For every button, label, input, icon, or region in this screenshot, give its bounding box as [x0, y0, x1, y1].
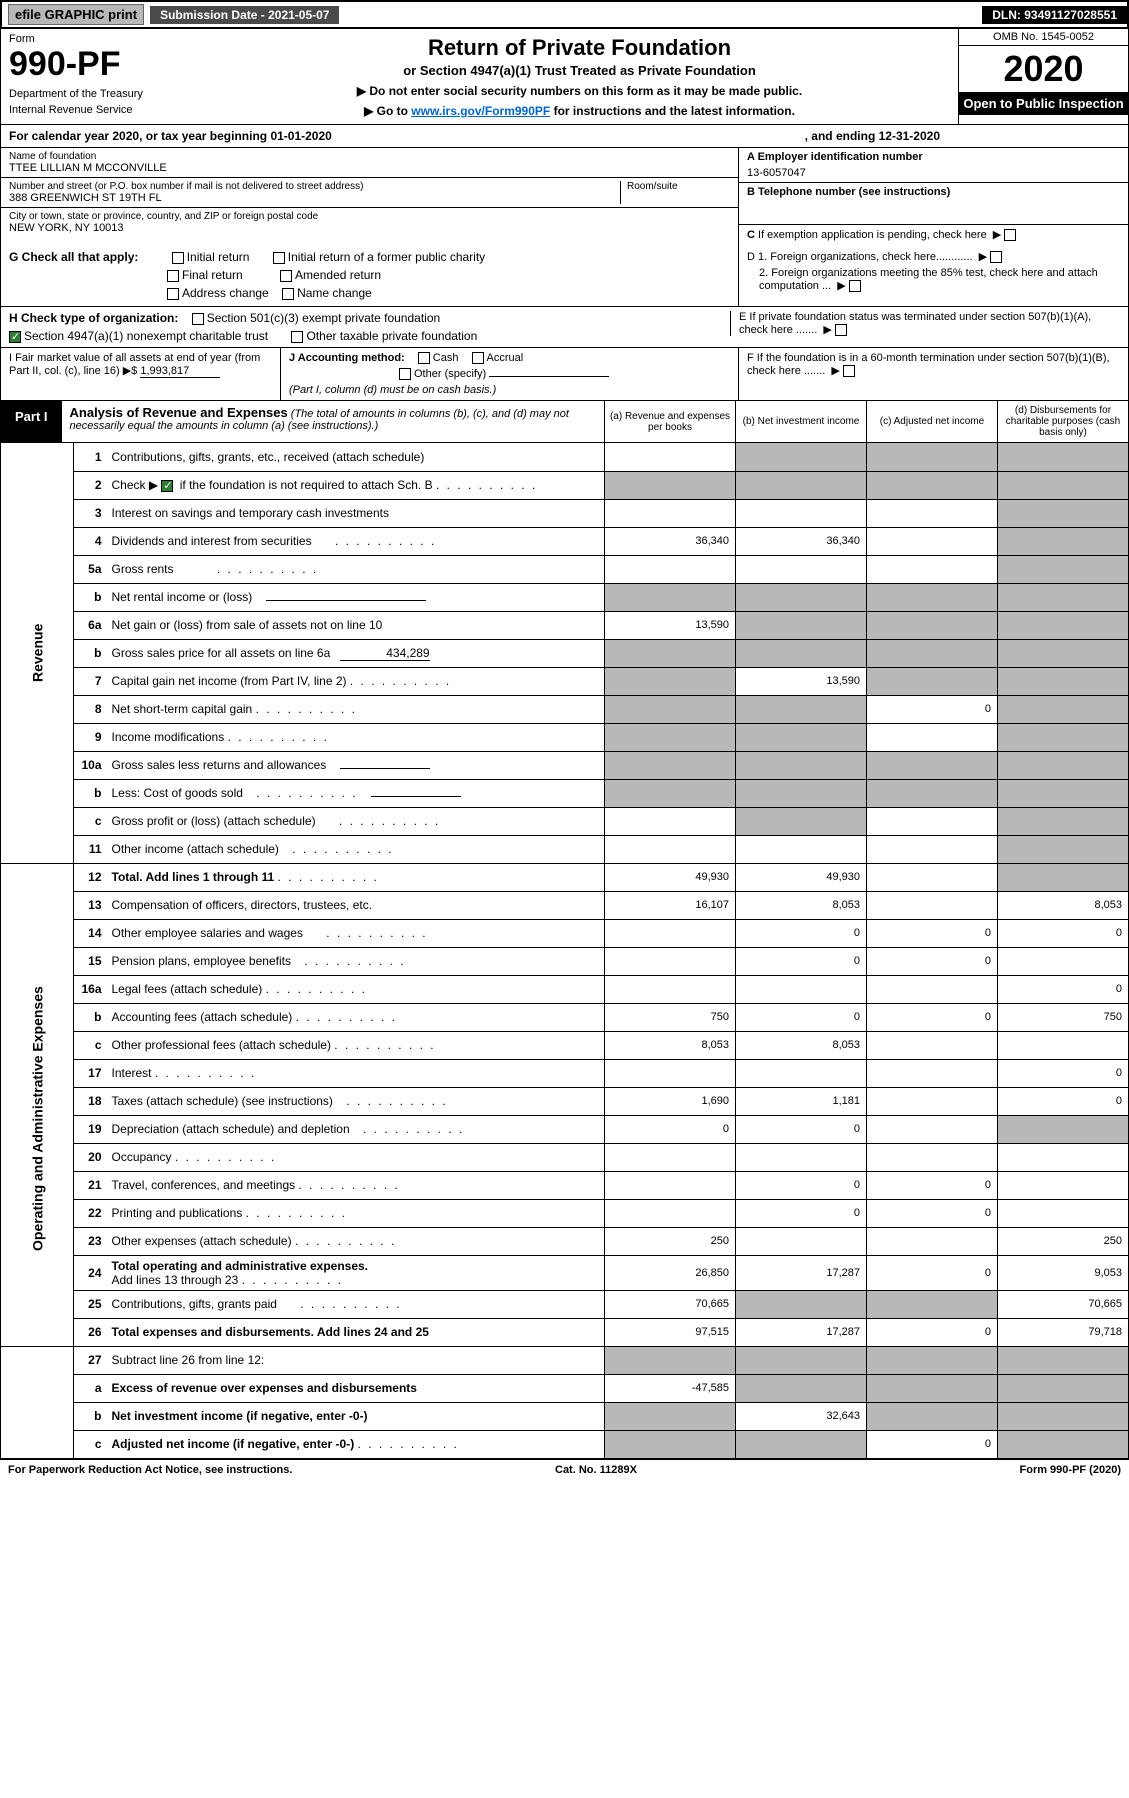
cat-no: Cat. No. 11289X — [555, 1464, 637, 1476]
part1-title: Analysis of Revenue and Expenses — [70, 405, 288, 420]
fmv-value: 1,993,817 — [140, 365, 220, 378]
i-label: I Fair market value of all assets at end… — [9, 352, 260, 377]
h-4947-checkbox[interactable] — [9, 331, 21, 343]
d2-checkbox[interactable] — [849, 280, 861, 292]
d1-label: D 1. Foreign organizations, check here..… — [747, 251, 973, 263]
city-label: City or town, state or province, country… — [9, 211, 730, 222]
h-501c3-checkbox[interactable] — [192, 313, 204, 325]
form-word: Form — [9, 33, 193, 45]
top-bar: efile GRAPHIC print Submission Date - 20… — [0, 0, 1129, 29]
revenue-side-label: Revenue — [1, 443, 74, 863]
j-note: (Part I, column (d) must be on cash basi… — [289, 384, 730, 396]
h-other-checkbox[interactable] — [291, 331, 303, 343]
name-label: Name of foundation — [9, 151, 730, 162]
street-address: 388 GREENWICH ST 19TH FL — [9, 192, 620, 204]
col-c-header: (c) Adjusted net income — [866, 401, 997, 442]
form-footer: Form 990-PF (2020) — [1020, 1464, 1121, 1476]
paperwork-notice: For Paperwork Reduction Act Notice, see … — [8, 1464, 292, 1476]
d1-checkbox[interactable] — [990, 251, 1002, 263]
room-label: Room/suite — [627, 181, 730, 192]
d2-label: 2. Foreign organizations meeting the 85%… — [759, 267, 1098, 292]
j-cash-checkbox[interactable] — [418, 352, 430, 364]
ein-label: A Employer identification number — [747, 151, 923, 163]
irs-link[interactable]: www.irs.gov/Form990PF — [411, 104, 550, 118]
section-g: G Check all that apply: Initial return I… — [0, 244, 1129, 307]
schb-checkbox[interactable] — [161, 480, 173, 492]
dept: Department of the Treasury — [9, 88, 193, 100]
col-b-header: (b) Net investment income — [735, 401, 866, 442]
form-header: Form 990-PF Department of the Treasury I… — [0, 29, 1129, 124]
form-number: 990-PF — [9, 45, 193, 84]
efile-print-button[interactable]: efile GRAPHIC print — [8, 4, 144, 25]
g-amended-checkbox[interactable] — [280, 270, 292, 282]
g-address-checkbox[interactable] — [167, 288, 179, 300]
note-1: ▶ Do not enter social security numbers o… — [207, 84, 952, 98]
phone-label: B Telephone number (see instructions) — [747, 186, 950, 198]
note-2: ▶ Go to www.irs.gov/Form990PF for instru… — [207, 104, 952, 118]
col-a-header: (a) Revenue and expenses per books — [604, 401, 735, 442]
j-accrual-checkbox[interactable] — [472, 352, 484, 364]
omb-number: OMB No. 1545-0052 — [959, 29, 1128, 46]
open-inspection: Open to Public Inspection — [959, 92, 1128, 115]
e-label: E If private foundation status was termi… — [739, 311, 1091, 336]
city-state-zip: NEW YORK, NY 10013 — [9, 222, 730, 234]
dln: DLN: 93491127028551 — [982, 6, 1127, 24]
form-title: Return of Private Foundation — [207, 35, 952, 61]
g-final-checkbox[interactable] — [167, 270, 179, 282]
f-label: F If the foundation is in a 60-month ter… — [747, 352, 1110, 377]
j-other-checkbox[interactable] — [399, 368, 411, 380]
ein: 13-6057047 — [747, 163, 1120, 179]
exemption-label: C If exemption application is pending, c… — [747, 229, 987, 241]
e-checkbox[interactable] — [835, 324, 847, 336]
g-name-checkbox[interactable] — [282, 288, 294, 300]
f-checkbox[interactable] — [843, 365, 855, 377]
form-subtitle: or Section 4947(a)(1) Trust Treated as P… — [207, 63, 952, 78]
irs: Internal Revenue Service — [9, 104, 193, 116]
revenue-expense-table: Revenue 1Contributions, gifts, grants, e… — [0, 443, 1129, 1459]
col-d-header: (d) Disbursements for charitable purpose… — [997, 401, 1128, 442]
g-initial-former-checkbox[interactable] — [273, 252, 285, 264]
part1-header: Part I Analysis of Revenue and Expenses … — [0, 401, 1129, 443]
g-initial-checkbox[interactable] — [172, 252, 184, 264]
page-footer: For Paperwork Reduction Act Notice, see … — [0, 1459, 1129, 1480]
meta-block: Name of foundationTTEE LILLIAN M MCCONVI… — [0, 148, 1129, 244]
submission-date: Submission Date - 2021-05-07 — [150, 6, 339, 24]
expense-side-label: Operating and Administrative Expenses — [1, 891, 74, 1346]
calendar-year-row: For calendar year 2020, or tax year begi… — [0, 124, 1129, 148]
g-label: G Check all that apply: — [9, 250, 138, 264]
c-checkbox[interactable] — [1004, 229, 1016, 241]
foundation-name: TTEE LILLIAN M MCCONVILLE — [9, 162, 730, 174]
h-label: H Check type of organization: — [9, 311, 178, 325]
tax-year: 2020 — [959, 46, 1128, 92]
section-ij: I Fair market value of all assets at end… — [0, 348, 1129, 401]
part1-tag: Part I — [1, 401, 62, 442]
j-label: J Accounting method: — [289, 352, 405, 364]
section-h: H Check type of organization: Section 50… — [0, 307, 1129, 348]
addr-label: Number and street (or P.O. box number if… — [9, 181, 620, 192]
